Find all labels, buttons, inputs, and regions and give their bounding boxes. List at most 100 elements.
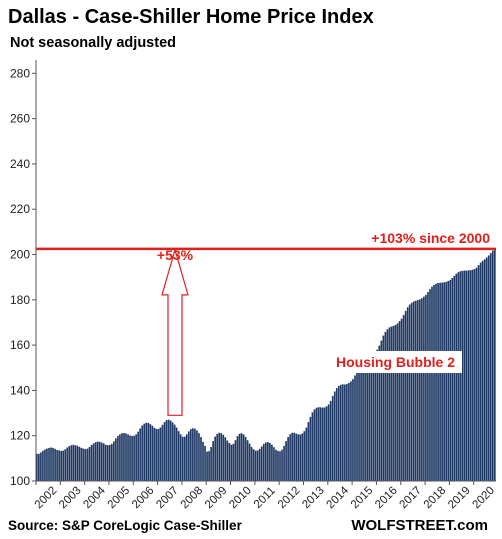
bar-2018-10 [443,282,445,481]
bar-2006-6 [143,423,146,481]
bar-2018-2 [427,292,429,481]
bar-2003-12 [82,448,85,481]
bar-2017-4 [406,307,409,481]
bar-2009-8 [220,433,223,481]
bar-2012-12 [301,433,304,481]
bar-2013-1 [303,431,306,481]
bar-2018-7 [437,283,439,481]
bar-2002-6 [46,448,48,481]
bar-2005-4 [115,438,117,481]
bar-2018-8 [439,282,441,481]
x-tick-label-2011: 2011 [252,485,278,511]
bar-2004-5 [92,443,95,481]
bar-2011-1 [254,450,257,481]
bar-2002-7 [48,447,50,481]
bar-2011-5 [262,443,265,481]
bar-2002-4 [42,450,44,481]
bar-2014-6 [337,385,340,481]
bar-2004-4 [90,444,93,481]
bar-2012-3 [283,445,285,481]
bar-2020-3 [477,265,480,481]
bar-2019-11 [469,270,472,481]
bar-2016-12 [398,321,401,481]
bar-2010-11 [250,447,253,481]
bar-2005-5 [117,435,119,481]
bar-2013-4 [309,416,312,481]
bubble-label: Housing Bubble 2 [336,354,455,370]
bar-2017-11 [421,298,423,481]
bar-2003-11 [80,447,83,481]
bar-2013-3 [307,422,310,481]
x-tick-label-2012: 2012 [276,485,303,512]
bar-2005-3 [113,441,115,481]
bar-2006-5 [141,425,144,481]
reference-line-label: +103% since 2000 [371,230,490,246]
y-tick-label-240: 240 [10,157,30,171]
x-tick-label-2002: 2002 [33,485,60,512]
bar-2007-12 [179,434,182,481]
bar-2020-10 [491,250,494,481]
bar-2007-11 [177,431,180,481]
bar-2003-3 [64,449,67,481]
bar-2004-8 [98,441,101,481]
bar-2018-9 [441,282,443,481]
bar-2004-12 [106,445,109,481]
x-tick-label-2018: 2018 [422,485,449,512]
bar-2018-5 [433,284,435,481]
bar-2017-3 [404,310,407,481]
bar-2002-2 [38,453,40,481]
bar-2019-6 [459,271,462,481]
bar-2010-10 [248,443,251,481]
bar-2020-11 [493,248,496,481]
bar-2011-6 [264,442,267,481]
bar-2006-11 [153,427,156,481]
bar-2020-7 [485,257,488,481]
bar-2012-4 [285,441,287,481]
bar-2007-2 [159,427,162,481]
bar-2011-4 [260,446,263,481]
bar-2006-9 [149,424,152,481]
bar-2009-4 [212,441,214,481]
bar-2004-2 [86,448,89,481]
bar-2006-3 [137,431,139,481]
x-tick-label-2014: 2014 [325,484,352,511]
bar-2007-3 [161,424,164,481]
bar-2013-7 [315,407,318,481]
bar-2012-2 [281,449,283,481]
bar-2006-2 [135,434,137,481]
bar-2006-4 [139,428,142,481]
bar-2020-1 [473,269,476,481]
bar-2013-5 [311,412,314,481]
bar-2019-7 [461,270,464,481]
bar-2017-12 [423,296,425,481]
bar-2020-9 [489,253,492,481]
bar-2016-7 [388,327,391,481]
bar-2019-3 [453,275,456,481]
bar-2009-10 [224,437,227,481]
bar-2002-10 [54,448,56,481]
bar-2019-8 [463,270,466,481]
bar-2014-12 [350,381,352,481]
bar-2003-4 [66,447,69,481]
bar-2010-3 [234,440,237,481]
bar-2015-5 [360,362,362,481]
bar-2015-9 [368,357,371,481]
bar-2013-6 [313,409,316,481]
bar-2018-4 [431,286,433,481]
bar-2017-2 [402,314,405,481]
bar-2015-8 [366,357,368,481]
bar-2011-11 [275,449,277,481]
bar-2012-8 [293,432,296,481]
x-tick-label-2017: 2017 [397,485,424,512]
bar-2015-1 [352,379,354,481]
y-tick-label-160: 160 [10,338,30,352]
arrow-up-icon [161,247,189,416]
bar-2008-3 [185,434,188,481]
bar-2012-10 [297,434,300,481]
bar-2010-4 [236,436,239,481]
bar-2010-1 [230,444,233,481]
bar-2010-7 [242,434,245,481]
bar-2004-7 [96,441,99,481]
bar-2003-7 [72,444,75,481]
bar-2010-5 [238,433,241,481]
